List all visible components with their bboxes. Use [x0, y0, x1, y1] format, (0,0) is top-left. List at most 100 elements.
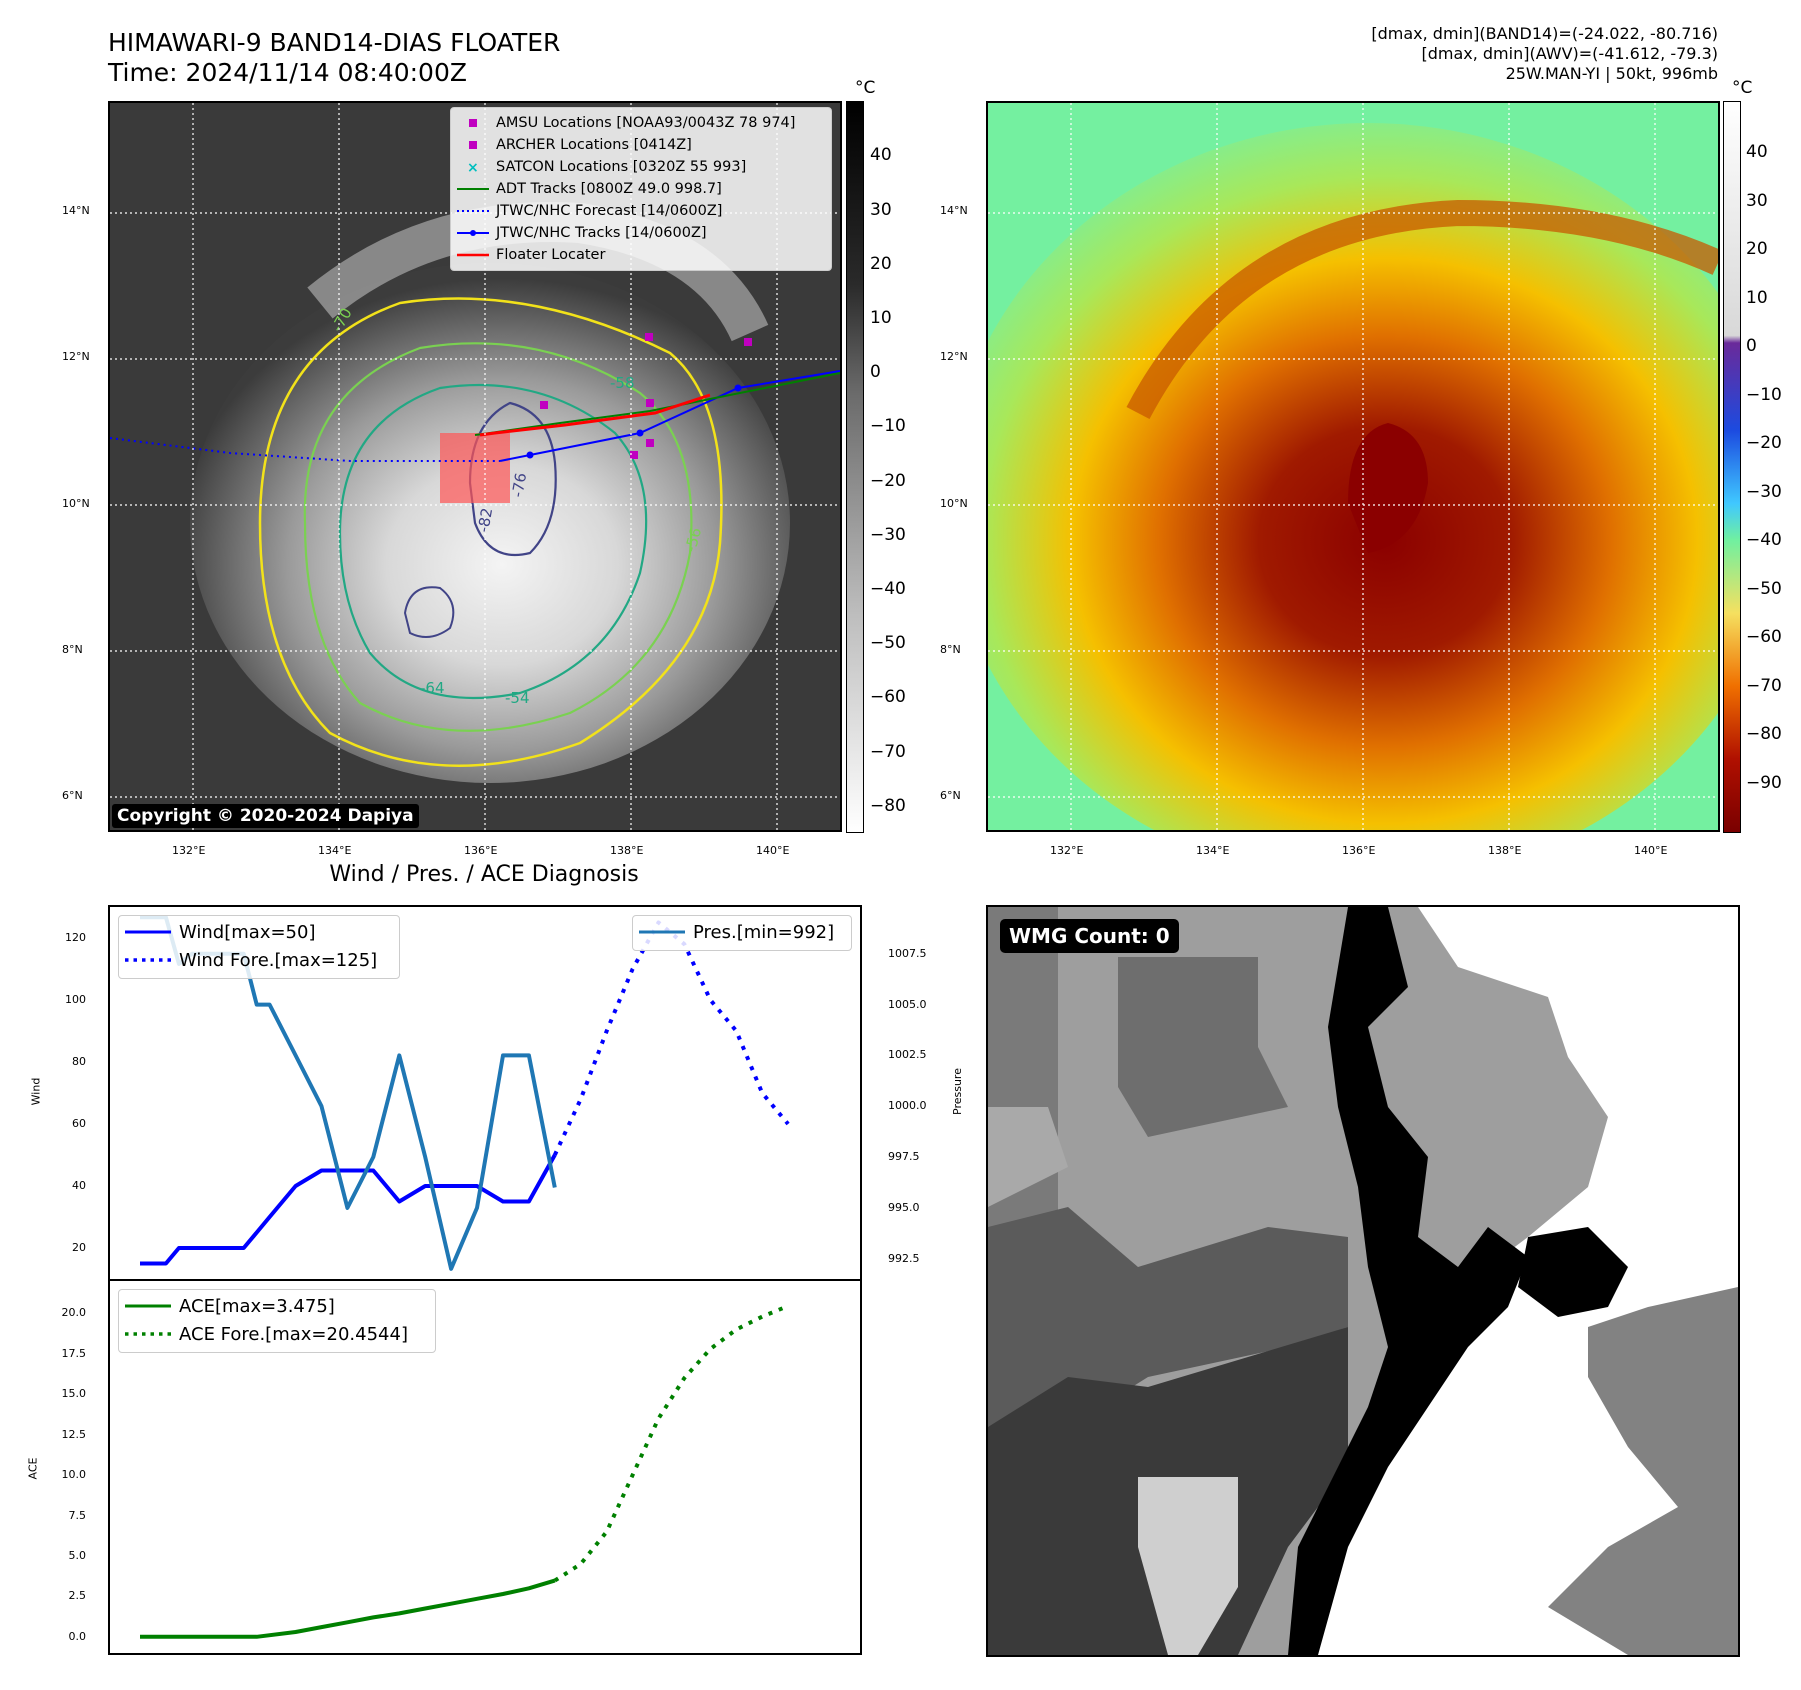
ir-cb-tick-m30: −30: [870, 525, 906, 545]
legend-archer: ARCHER Locations [0414Z]: [451, 134, 831, 156]
series-line-wind-0: [140, 1154, 557, 1266]
contour-core2: [403, 586, 455, 638]
pressure-axis-label: Pressure: [950, 1068, 964, 1115]
ir-cb-tick-m60: −60: [870, 687, 906, 707]
legend-amsu: AMSU Locations [NOAA93/0043Z 78 974]: [451, 112, 831, 134]
ir-lon-label-132: 132°E: [172, 844, 206, 857]
figure-title-line1: HIMAWARI-9 BAND14-DIAS FLOATER: [108, 28, 561, 57]
pressure-y-tick-3: 1000.0: [888, 1099, 927, 1113]
awv-colorbar: [1723, 101, 1741, 833]
ir-cb-tick-20: 20: [870, 254, 892, 274]
jtwc-forecast-track: [110, 437, 500, 462]
legend-wind: Wind[max=50]: [119, 919, 399, 947]
legend-floater: Floater Locater: [451, 244, 831, 266]
ir-lat-label-14: 14°N: [62, 204, 90, 217]
ace-y-tick-7: 2.5: [68, 1589, 87, 1603]
diagnosis-title: Wind / Pres. / ACE Diagnosis: [329, 862, 639, 887]
ir-lat-label-10: 10°N: [62, 497, 90, 510]
contour-label-58: -58: [610, 374, 635, 392]
legend-jtwc-tracks-label: JTWC/NHC Tracks [14/0600Z]: [496, 225, 707, 241]
archer-marker: [630, 451, 638, 459]
legend-satcon-label: SATCON Locations [0320Z 55 993]: [496, 159, 747, 175]
amsu-marker: [540, 401, 548, 409]
svg-text:×: ×: [467, 160, 479, 176]
legend-amsu-label: AMSU Locations [NOAA93/0043Z 78 974]: [496, 115, 796, 131]
legend-archer-label: ARCHER Locations [0414Z]: [496, 137, 692, 153]
amsu-marker: [645, 333, 653, 341]
contour-label-56: -56: [681, 526, 705, 554]
awv-cb-tick-20: 20: [1746, 239, 1768, 259]
awv-lat-label-8: 8°N: [940, 643, 961, 656]
legend-jtwc-forecast-label: JTWC/NHC Forecast [14/0600Z]: [496, 203, 723, 219]
ir-cb-tick-m70: −70: [870, 742, 906, 762]
ir-lon-label-138: 138°E: [610, 844, 644, 857]
wmg-panel: WMG Count: 0: [986, 905, 1740, 1657]
stats-line3: 25W.MAN-YI | 50kt, 996mb: [1505, 64, 1718, 83]
ir-cb-tick-10: 10: [870, 308, 892, 328]
awv-cb-tick-m20: −20: [1746, 433, 1782, 453]
awv-lat-label-14: 14°N: [940, 204, 968, 217]
legend-wind-label: Wind[max=50]: [179, 922, 316, 943]
ir-cb-tick-m80: −80: [870, 796, 906, 816]
contour-outer: [258, 297, 723, 767]
jtwc-track-point: [526, 451, 534, 459]
ir-map-panel: -76 -82 -64 -54 -56 -58 -70 AMSU Locatio…: [108, 101, 842, 832]
wind-y-tick-5: 20: [72, 1241, 86, 1254]
awv-rainband: [1126, 199, 1718, 420]
stats-line1: [dmax, dmin](BAND14)=(-24.022, -80.716): [1371, 24, 1718, 43]
awv-cb-tick-m30: −30: [1746, 482, 1782, 502]
pressure-y-tick-4: 997.5: [888, 1150, 920, 1164]
awv-lon-label-140: 140°E: [1634, 844, 1668, 857]
legend-satcon: × SATCON Locations [0320Z 55 993]: [451, 156, 831, 178]
ir-lat-label-12: 12°N: [62, 350, 90, 363]
awv-colorbar-unit: °C: [1732, 78, 1753, 98]
figure-title-line2: Time: 2024/11/14 08:40:00Z: [108, 58, 467, 87]
awv-lat-label-10: 10°N: [940, 497, 968, 510]
contour-mid: [303, 342, 693, 732]
legend-pressure: Pres.[min=992]: [633, 919, 851, 947]
ir-colorbar-unit: °C: [855, 78, 876, 98]
awv-gridlines: [988, 103, 1718, 830]
legend-ace-fore: ACE Fore.[max=20.4544]: [119, 1321, 435, 1349]
archer-marker: [646, 439, 654, 447]
ace-y-tick-1: 17.5: [61, 1346, 87, 1360]
ir-cb-tick-m50: −50: [870, 633, 906, 653]
ace-y-tick-5: 7.5: [68, 1508, 87, 1522]
floater-locater-track: [479, 393, 711, 437]
ir-lon-label-134: 134°E: [318, 844, 352, 857]
contour-label-54: -54: [505, 689, 530, 707]
awv-lon-label-132: 132°E: [1050, 844, 1084, 857]
pressure-y-tick-1: 1005.0: [888, 997, 927, 1011]
awv-cb-tick-m40: −40: [1746, 530, 1782, 550]
wmg-region-east: [1548, 1287, 1738, 1655]
awv-lat-label-6: 6°N: [940, 789, 961, 802]
ace-chart: ACE[max=3.475] ACE Fore.[max=20.4544]: [108, 1279, 862, 1655]
ir-lon-label-140: 140°E: [756, 844, 790, 857]
awv-lat-label-12: 12°N: [940, 350, 968, 363]
wmg-region-light: [988, 1107, 1068, 1207]
jtwc-track-point: [734, 384, 742, 392]
contour-label-64: -64: [420, 679, 445, 697]
ir-lat-label-8: 8°N: [62, 643, 83, 656]
legend-adt: ADT Tracks [0800Z 49.0 998.7]: [451, 178, 831, 200]
awv-core: [1348, 423, 1428, 553]
wmg-region-gray: [1118, 957, 1288, 1137]
wmg-region-black: [1288, 907, 1528, 1655]
ace-y-tick-6: 5.0: [68, 1548, 87, 1562]
copyright-badge: Copyright © 2020-2024 Dapiya: [112, 804, 419, 828]
ace-y-tick-4: 10.0: [61, 1468, 87, 1482]
wind-axis-label: Wind: [29, 1077, 43, 1106]
ir-cb-tick-0: 0: [870, 362, 881, 382]
ace-axis-label: ACE: [26, 1457, 40, 1480]
stats-line2: [dmax, dmin](AWV)=(-41.612, -79.3): [1421, 44, 1718, 63]
wind-y-tick-0: 120: [65, 931, 86, 944]
legend-pressure-label: Pres.[min=992]: [693, 922, 835, 943]
ir-colorbar: [846, 101, 864, 833]
series-line-ace-0: [140, 1578, 556, 1639]
awv-map-panel: [986, 101, 1720, 832]
wmg-region-bright: [1138, 1477, 1238, 1655]
legend-jtwc-tracks: JTWC/NHC Tracks [14/0600Z]: [451, 222, 831, 244]
pressure-legend: Pres.[min=992]: [632, 915, 852, 951]
awv-lon-label-136: 136°E: [1342, 844, 1376, 857]
ir-legend: AMSU Locations [NOAA93/0043Z 78 974] ARC…: [450, 107, 832, 271]
